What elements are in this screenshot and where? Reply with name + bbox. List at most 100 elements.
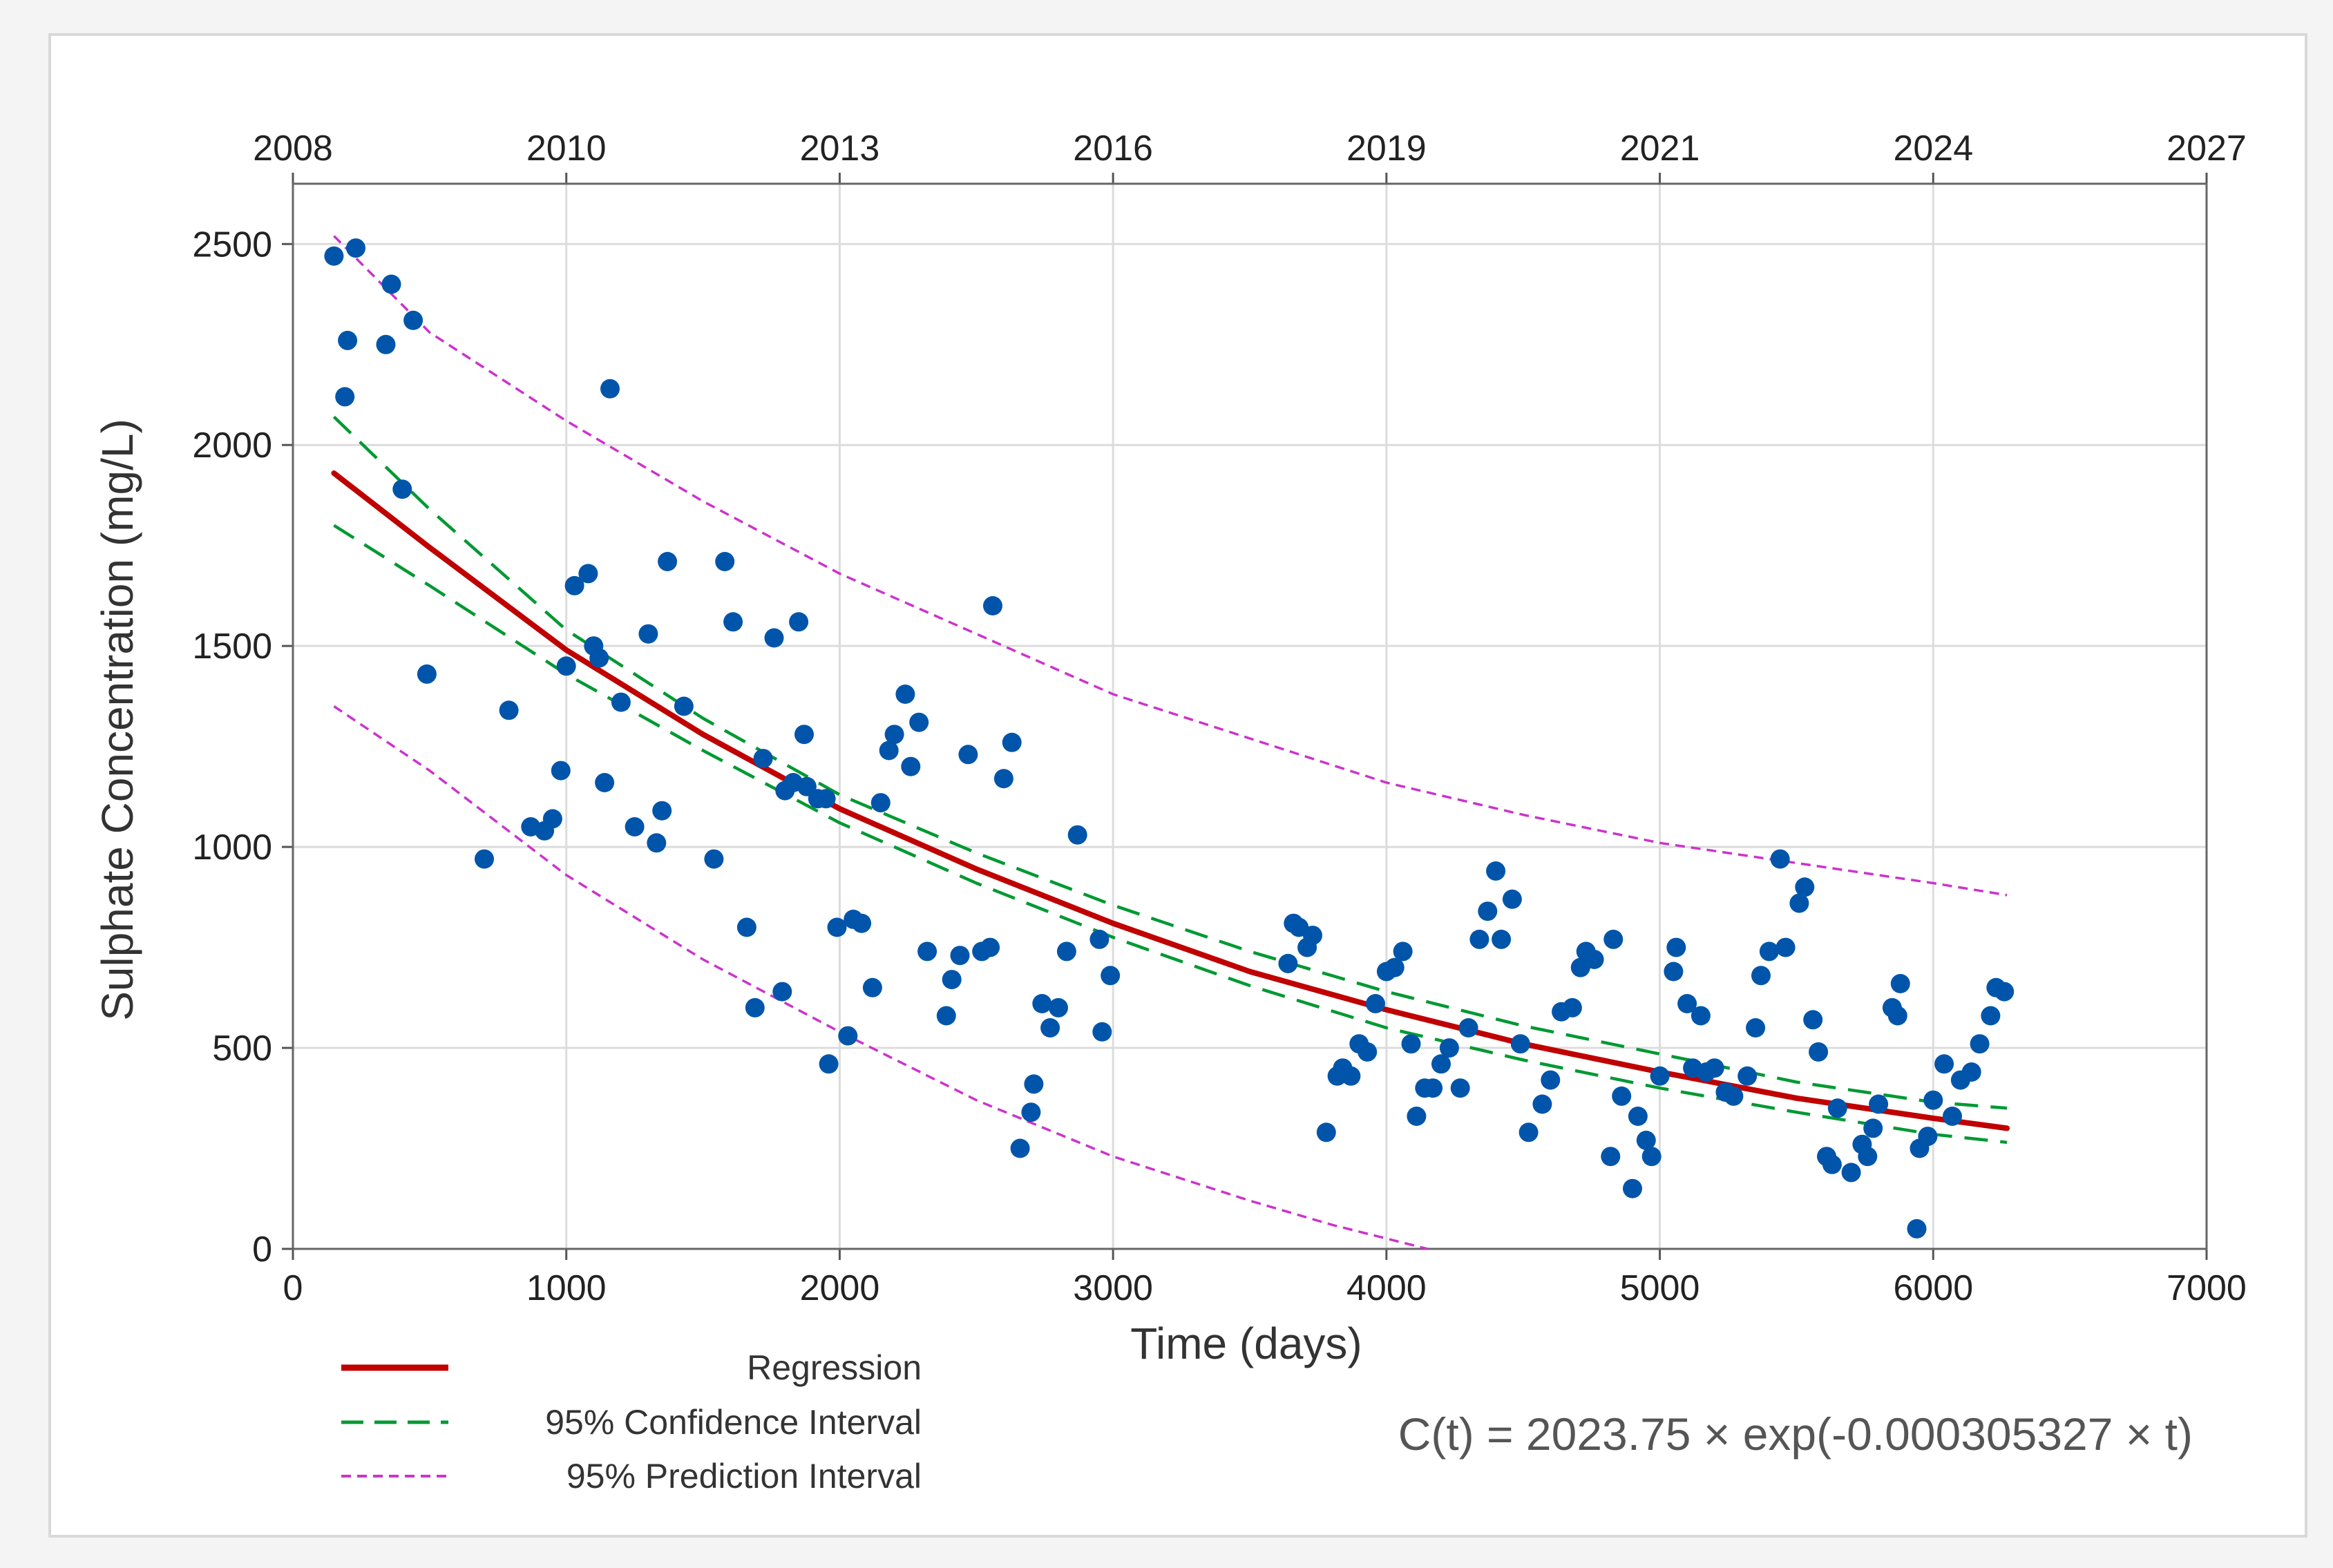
data-point [1636, 1130, 1656, 1150]
data-point [1450, 1078, 1470, 1098]
y-tick-label: 1000 [192, 828, 272, 868]
data-point [753, 749, 773, 769]
data-point [794, 725, 814, 745]
data-point [1934, 1054, 1954, 1074]
data-point [324, 246, 344, 266]
data-point [819, 1054, 839, 1074]
data-point [1303, 926, 1322, 946]
data-point [879, 740, 899, 761]
plot-border [292, 182, 2208, 1250]
data-point [993, 769, 1013, 789]
top-tick-label: 2008 [253, 128, 333, 169]
legend: Regression 95% Confidence Interval 95% P… [341, 1348, 922, 1495]
data-point [1089, 929, 1110, 949]
top-tick-label: 2016 [1073, 128, 1153, 169]
legend-label-confidence: 95% Confidence Interval [545, 1403, 922, 1442]
top-tick-label: 2013 [800, 128, 880, 169]
data-point [338, 330, 358, 350]
data-point [1841, 1163, 1861, 1183]
data-point [772, 982, 792, 1002]
data-point [1923, 1090, 1943, 1110]
data-point [1431, 1054, 1451, 1074]
data-point [764, 628, 784, 648]
data-point [1664, 962, 1684, 982]
data-point [1510, 1034, 1530, 1054]
data-point [1691, 1006, 1711, 1026]
data-point [1486, 861, 1506, 881]
data-point [909, 712, 929, 732]
data-point [381, 274, 401, 294]
data-point [1677, 994, 1697, 1013]
data-point [1822, 1154, 1842, 1174]
x-tick-label: 3000 [1073, 1268, 1153, 1308]
data-point [542, 809, 562, 829]
data-point [589, 648, 609, 668]
data-point [1918, 1127, 1938, 1147]
data-point [1603, 929, 1623, 949]
data-point [1803, 1010, 1823, 1030]
data-point [1532, 1094, 1552, 1114]
data-point [1789, 893, 1809, 913]
data-point [1612, 1086, 1632, 1106]
data-point [1056, 941, 1076, 962]
y-tick-label: 2500 [192, 224, 272, 265]
data-point [1032, 994, 1052, 1013]
data-point [1010, 1138, 1030, 1158]
data-point [1101, 966, 1121, 986]
data-point [704, 849, 724, 869]
data-point [715, 552, 735, 571]
data-point [674, 696, 694, 716]
data-point [625, 817, 645, 836]
data-point [1641, 1147, 1661, 1167]
data-point [1469, 929, 1489, 949]
data-point [1492, 929, 1512, 949]
data-points [324, 238, 2015, 1239]
data-point [392, 479, 412, 499]
data-point [1737, 1066, 1758, 1086]
data-point [1759, 941, 1779, 962]
data-point [901, 756, 921, 776]
data-point [1970, 1034, 1990, 1054]
data-point [1478, 901, 1498, 921]
data-point [1040, 1018, 1060, 1038]
series [331, 235, 2010, 1250]
data-point [1341, 1066, 1361, 1086]
grid [293, 184, 2207, 1249]
data-point [1961, 1062, 1981, 1082]
data-point [1887, 1006, 1907, 1026]
data-point [1439, 1038, 1459, 1058]
confidence-interval-line [333, 524, 2008, 1145]
chart-svg: 0 1000 2000 3000 4000 5000 6000 7000 0 500 1000 150… [93, 128, 2247, 1495]
x-tick-label: 5000 [1620, 1268, 1700, 1308]
data-point [1518, 1122, 1539, 1142]
data-point [611, 692, 631, 712]
data-point [403, 310, 423, 330]
y-tick-label: 1500 [192, 627, 272, 667]
data-point [595, 773, 615, 792]
data-point [1584, 950, 1604, 969]
data-point [1021, 1102, 1041, 1122]
data-point [983, 596, 1002, 615]
data-point [852, 913, 872, 933]
data-point [895, 685, 915, 704]
data-point [1795, 877, 1815, 897]
data-point [1666, 937, 1686, 957]
data-point [816, 789, 836, 809]
data-point [346, 238, 365, 258]
data-point [1002, 732, 1022, 752]
data-point [578, 564, 598, 584]
prediction-interval-line [333, 705, 1428, 1250]
data-point [1067, 825, 1087, 845]
data-point [950, 946, 970, 966]
data-point [1384, 957, 1404, 977]
data-point [1623, 1178, 1642, 1198]
data-point [1827, 1098, 1847, 1118]
data-point [789, 612, 809, 632]
data-point [917, 941, 937, 962]
top-tick-label: 2010 [526, 128, 607, 169]
data-point [1890, 974, 1910, 993]
top-tick-label: 2019 [1346, 128, 1427, 169]
data-point [1724, 1086, 1744, 1106]
data-point [936, 1006, 956, 1026]
data-point [1092, 1022, 1112, 1042]
